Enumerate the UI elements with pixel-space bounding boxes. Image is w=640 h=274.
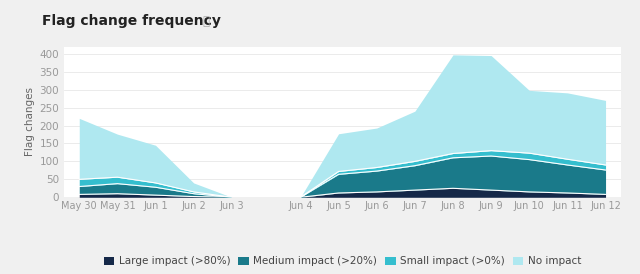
Y-axis label: Flag changes: Flag changes (25, 87, 35, 156)
Text: ⓘ: ⓘ (202, 15, 209, 28)
Text: Flag change frequency: Flag change frequency (42, 14, 220, 28)
Legend: Large impact (>80%), Medium impact (>20%), Small impact (>0%), No impact: Large impact (>80%), Medium impact (>20%… (100, 252, 585, 270)
